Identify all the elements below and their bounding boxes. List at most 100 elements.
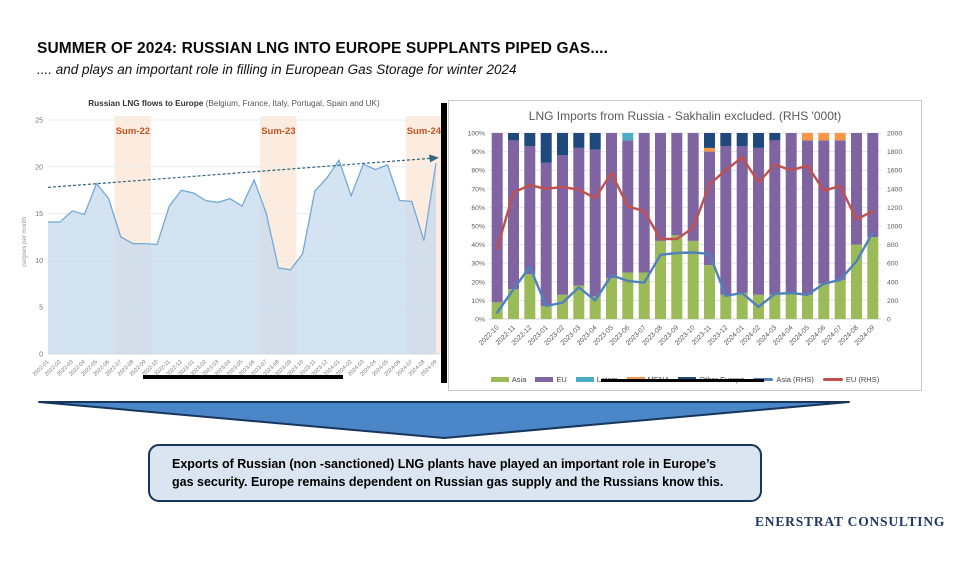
bar-segment <box>704 151 715 266</box>
bar-segment <box>769 140 781 295</box>
redaction-bar-left-axis <box>143 375 343 379</box>
bar-segment <box>818 133 830 141</box>
legend-swatch <box>490 377 509 382</box>
bar-segment <box>655 133 666 241</box>
svg-text:400: 400 <box>887 279 899 286</box>
legend-item: EU (RHS) <box>822 375 880 384</box>
svg-text:1400: 1400 <box>887 186 902 193</box>
bar-segment <box>704 147 715 152</box>
bar-segment <box>573 133 585 148</box>
bar-segment <box>867 133 879 238</box>
bar-segment <box>606 278 617 319</box>
bar-segment <box>802 133 813 141</box>
callout-text: Exports of Russian (non -sanctioned) LNG… <box>172 457 724 489</box>
brand-logo: ENERSTRAT CONSULTING <box>755 514 946 529</box>
legend-swatch <box>822 378 843 381</box>
bar-segment <box>720 294 732 319</box>
bar-segment <box>508 289 519 319</box>
bar-segment <box>606 133 617 279</box>
bar-segment <box>524 146 536 275</box>
svg-text:20: 20 <box>35 164 43 171</box>
area-series-line <box>48 158 437 271</box>
svg-text:40%: 40% <box>471 242 485 249</box>
svg-text:20%: 20% <box>471 279 485 286</box>
bar-segment <box>557 294 568 319</box>
summer-band-label: Sum-24 <box>407 126 442 137</box>
legend-label: EU <box>556 375 567 384</box>
y-axis-title: cargoes per month <box>22 217 28 267</box>
rhs-line <box>496 156 874 250</box>
svg-text:800: 800 <box>887 242 899 249</box>
svg-text:25: 25 <box>35 118 43 125</box>
trend-line <box>47 157 431 188</box>
bar-segment <box>622 272 634 319</box>
svg-text:10: 10 <box>35 258 43 265</box>
bar-segment <box>524 133 536 146</box>
bar-segment <box>589 149 601 297</box>
svg-text:5: 5 <box>39 305 43 312</box>
bar-segment <box>851 133 862 245</box>
legend-swatch <box>575 377 594 382</box>
right-chart-title: LNG Imports from Russia - Sakhalin exclu… <box>528 109 842 123</box>
bar-segment <box>834 279 846 319</box>
svg-text:0: 0 <box>39 352 43 359</box>
legend-item: EU <box>535 375 567 384</box>
svg-text:30%: 30% <box>471 261 485 268</box>
stacked-chart-svg: 0% 10% 20% 30% 40% 50% 60% 70% 80% 90% 100% 0 200 400… <box>468 131 903 348</box>
bar-segment <box>557 155 568 295</box>
bar-segment <box>785 293 797 319</box>
svg-text:50%: 50% <box>471 224 485 231</box>
svg-text:15: 15 <box>35 211 43 218</box>
svg-text:1600: 1600 <box>887 168 902 175</box>
bar-segment <box>655 240 666 319</box>
bar-segment <box>720 133 732 146</box>
bar-segment <box>769 133 781 141</box>
bar-segment <box>818 283 830 319</box>
divider-bar <box>441 103 447 383</box>
bar-segment <box>622 133 634 141</box>
svg-text:90%: 90% <box>471 149 485 156</box>
summer-band-label: Sum-23 <box>261 126 295 137</box>
bar-segment <box>753 147 764 295</box>
legend-label: EU (RHS) <box>845 375 880 384</box>
svg-text:1800: 1800 <box>887 149 902 156</box>
legend-label: Asia <box>511 375 527 384</box>
bar-segment <box>638 272 650 319</box>
legend-item: Asia <box>490 375 527 384</box>
svg-text:0%: 0% <box>475 317 485 324</box>
legend-swatch <box>535 377 554 382</box>
bar-segment <box>720 146 732 295</box>
bar-segment <box>557 133 568 156</box>
bar-segment <box>573 285 585 319</box>
slide-title: SUMMER OF 2024: RUSSIAN LNG INTO EUROPE … <box>37 40 608 57</box>
bar-segment <box>736 146 748 293</box>
bar-segment <box>736 133 748 146</box>
slide-subtitle: .... and plays an important role in fill… <box>37 62 517 77</box>
svg-text:Russian LNG flows to Europe (B: Russian LNG flows to Europe (Belgium, Fr… <box>88 99 380 108</box>
bar-segment <box>769 294 781 319</box>
svg-text:200: 200 <box>887 298 899 305</box>
bar-segment <box>736 293 748 319</box>
down-arrow-shape <box>38 401 850 439</box>
area-series <box>48 160 436 354</box>
svg-text:1000: 1000 <box>887 224 902 231</box>
bar-segment <box>785 133 797 293</box>
svg-text:100%: 100% <box>468 131 485 138</box>
bar-segment <box>589 133 601 150</box>
area-chart-svg: Russian LNG flows to Europe (Belgium, Fr… <box>22 99 443 378</box>
svg-text:60%: 60% <box>471 205 485 212</box>
bar-segment <box>753 133 764 148</box>
redaction-bar-legend <box>601 379 764 382</box>
svg-text:80%: 80% <box>471 168 485 175</box>
svg-text:10%: 10% <box>471 298 485 305</box>
bar-segment <box>671 133 683 236</box>
legend-label: Asia (RHS) <box>776 375 814 384</box>
bar-segment <box>671 235 683 319</box>
bar-segment <box>573 147 585 286</box>
bar-segment <box>524 274 536 319</box>
bar-segment <box>834 140 846 280</box>
rhs-line <box>496 231 874 314</box>
svg-text:2000: 2000 <box>887 131 902 138</box>
bar-segment <box>508 140 519 290</box>
